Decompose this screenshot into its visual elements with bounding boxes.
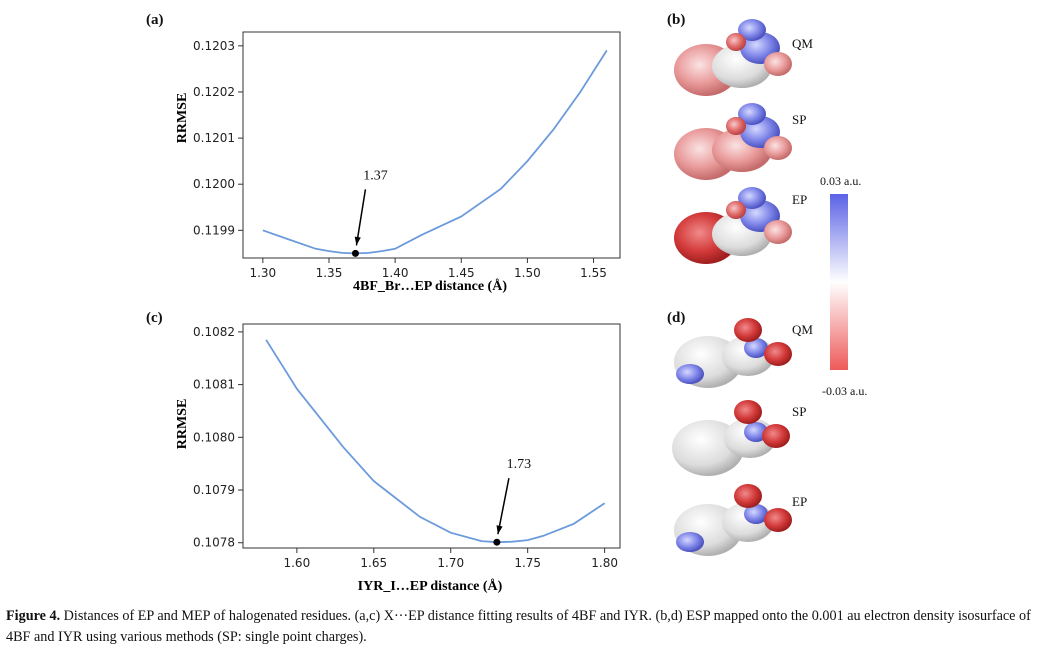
caption-text: Distances of EP and MEP of halogenated r… — [6, 608, 1031, 645]
plot-area — [242, 31, 621, 259]
method-label-b-ep: EP — [792, 192, 808, 207]
molecule-4bf-ep — [674, 187, 792, 264]
panel-label-a: (a) — [146, 12, 164, 28]
y-axis-title: RRMSE — [175, 93, 190, 144]
molecule-iyr-sp — [672, 400, 790, 476]
y-tick-label: 0.1202 — [193, 85, 235, 99]
y-tick-label: 0.1200 — [193, 177, 235, 191]
series-line — [265, 339, 606, 544]
method-label-d-ep: EP — [792, 494, 808, 509]
x-tick-label: 1.75 — [514, 556, 541, 570]
molecule-4bf-qm — [674, 19, 792, 96]
y-tick-label: 0.1078 — [193, 536, 235, 550]
caption-figure-number: Figure 4. — [6, 608, 61, 624]
panel-label-d: (d) — [667, 310, 686, 326]
annotation-arrowhead — [496, 525, 503, 535]
x-tick-label: 1.80 — [591, 556, 618, 570]
x-axis-title: 4BF_Br…EP distance (Å) — [353, 278, 507, 294]
colorbar-bottom-label: -0.03 a.u. — [822, 384, 868, 398]
x-tick-label: 1.65 — [360, 556, 387, 570]
molecule-panel-d — [672, 318, 792, 556]
y-axis-title: RRMSE — [175, 399, 190, 450]
molecule-iyr-ep — [674, 484, 792, 556]
y-tick-label: 0.1081 — [193, 378, 235, 392]
minimum-marker — [351, 249, 359, 257]
annotation-arrow — [497, 478, 510, 535]
annotation-label: 1.37 — [363, 168, 388, 183]
series-line — [262, 49, 608, 255]
minimum-marker — [493, 538, 501, 546]
y-tick-label: 0.1201 — [193, 131, 235, 145]
annotation-arrow — [355, 189, 367, 246]
x-tick-label: 1.55 — [580, 266, 607, 280]
figure-caption: Figure 4. Distances of EP and MEP of hal… — [6, 606, 1034, 648]
molecule-panel-b — [674, 19, 792, 264]
x-tick-label: 1.40 — [382, 266, 409, 280]
colorbar — [830, 194, 848, 370]
plot-area — [242, 323, 621, 549]
y-tick-label: 0.1080 — [193, 430, 235, 444]
x-tick-label: 1.35 — [316, 266, 343, 280]
chart-a: RRMSE 4BF_Br…EP distance (Å) 1.30 1.35 1.4… — [175, 31, 621, 294]
method-label-b-qm: QM — [792, 36, 813, 51]
x-tick-label: 1.70 — [437, 556, 464, 570]
y-tick-label: 0.1203 — [193, 39, 235, 53]
method-label-d-sp: SP — [792, 404, 807, 419]
y-tick-label: 0.1199 — [193, 223, 235, 237]
y-tick-label: 0.1082 — [193, 325, 235, 339]
molecule-iyr-qm — [674, 318, 792, 388]
y-tick-label: 0.1079 — [193, 483, 235, 497]
method-label-b-sp: SP — [792, 112, 807, 127]
x-tick-label: 1.30 — [249, 266, 276, 280]
annotation-arrowhead — [354, 236, 361, 246]
molecule-4bf-sp — [674, 103, 792, 180]
colorbar-top-label: 0.03 a.u. — [820, 174, 862, 188]
x-tick-label: 1.60 — [283, 556, 310, 570]
x-tick-label: 1.50 — [514, 266, 541, 280]
panel-label-c: (c) — [146, 310, 163, 326]
x-axis-title: IYR_I…EP distance (Å) — [358, 578, 503, 594]
panel-label-b: (b) — [667, 12, 686, 28]
method-label-d-qm: QM — [792, 322, 813, 337]
x-tick-label: 1.45 — [448, 266, 475, 280]
chart-c: RRMSE IYR_I…EP distance (Å) 1.60 1.65 1.70… — [175, 323, 621, 594]
annotation-label: 1.73 — [507, 457, 532, 472]
